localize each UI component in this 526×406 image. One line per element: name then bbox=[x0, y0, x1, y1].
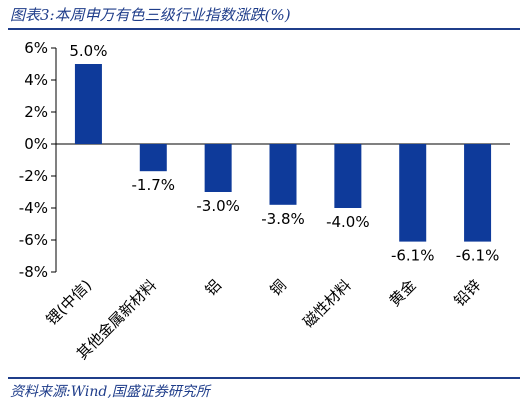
y-tick-label: -6% bbox=[19, 231, 48, 249]
data-label-6: -6.1% bbox=[456, 247, 500, 265]
bar-3 bbox=[269, 144, 297, 205]
data-label-2: -3.0% bbox=[196, 197, 240, 215]
data-label-4: -4.0% bbox=[326, 213, 370, 231]
bar-5 bbox=[399, 144, 427, 242]
bar-4 bbox=[334, 144, 362, 208]
bar-2 bbox=[204, 144, 232, 192]
source-note: 资料来源:Wind,国盛证券研究所 bbox=[10, 384, 210, 400]
bar-6 bbox=[464, 144, 492, 242]
category-label-0: 锂(中信) bbox=[42, 276, 95, 329]
y-tick-label: -4% bbox=[19, 199, 48, 217]
category-label-3: 铜 bbox=[266, 276, 289, 299]
title-divider bbox=[8, 28, 520, 30]
footer-divider bbox=[8, 377, 520, 379]
category-label-4: 磁性材料 bbox=[300, 276, 355, 331]
bar-1 bbox=[139, 144, 167, 172]
y-tick-label: 0% bbox=[24, 135, 48, 153]
category-label-2: 铝 bbox=[202, 276, 225, 299]
data-label-0: 5.0% bbox=[69, 42, 107, 60]
bar-0 bbox=[74, 64, 102, 144]
y-tick-label: -2% bbox=[19, 167, 48, 185]
y-tick-label: 4% bbox=[24, 71, 48, 89]
data-label-5: -6.1% bbox=[391, 247, 435, 265]
category-label-5: 黄金 bbox=[386, 276, 420, 310]
chart-title: 图表3:本周申万有色三级行业指数涨跌(%) bbox=[10, 6, 291, 24]
data-label-3: -3.8% bbox=[261, 210, 305, 228]
y-tick-label: 6% bbox=[24, 39, 48, 57]
y-tick-label: 2% bbox=[24, 103, 48, 121]
category-label-6: 铅锌 bbox=[450, 276, 484, 310]
data-label-1: -1.7% bbox=[132, 176, 176, 194]
y-tick-label: -8% bbox=[19, 263, 48, 281]
